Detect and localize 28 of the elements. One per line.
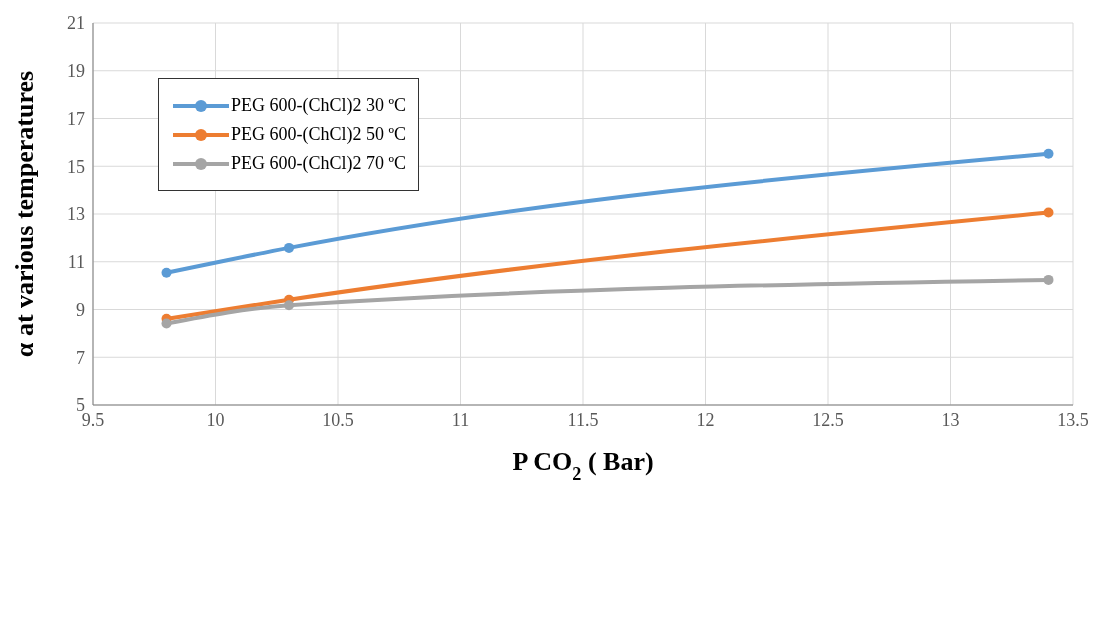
y-tick-label: 19 xyxy=(67,61,85,82)
y-tick-label: 21 xyxy=(67,13,85,34)
x-tick-label: 13.5 xyxy=(1057,409,1089,430)
x-tick-label: 12 xyxy=(696,409,715,430)
y-tick-label: 17 xyxy=(67,108,85,129)
y-tick-label: 15 xyxy=(67,156,85,177)
x-tick-label: 10.5 xyxy=(322,409,354,430)
legend-label: PEG 600-(ChCl)2 70 ºC xyxy=(231,153,407,174)
y-tick-label: 9 xyxy=(76,299,85,320)
x-tick-label: 12.5 xyxy=(812,409,844,430)
legend-label: PEG 600-(ChCl)2 50 ºC xyxy=(231,124,407,145)
point xyxy=(161,267,172,278)
y-tick-label: 7 xyxy=(76,347,85,368)
y-axis-title: α at various temperatures xyxy=(10,70,39,358)
point xyxy=(284,300,294,311)
point xyxy=(1043,148,1054,159)
x-tick-label: 11 xyxy=(451,409,470,430)
legend-label: PEG 600-(ChCl)2 30 ºC xyxy=(231,95,407,116)
x-tick-label: 10 xyxy=(206,409,225,430)
y-tick-label: 13 xyxy=(67,204,85,225)
y-tick-label: 11 xyxy=(67,252,85,273)
x-axis-title: P CO$_{2}$ ( Bar) xyxy=(512,447,654,484)
x-tick-label: 11.5 xyxy=(567,409,599,430)
point xyxy=(1043,274,1054,285)
x-tick-label: 13 xyxy=(941,409,960,430)
point xyxy=(161,318,172,329)
point xyxy=(284,242,294,253)
point xyxy=(1043,207,1054,218)
